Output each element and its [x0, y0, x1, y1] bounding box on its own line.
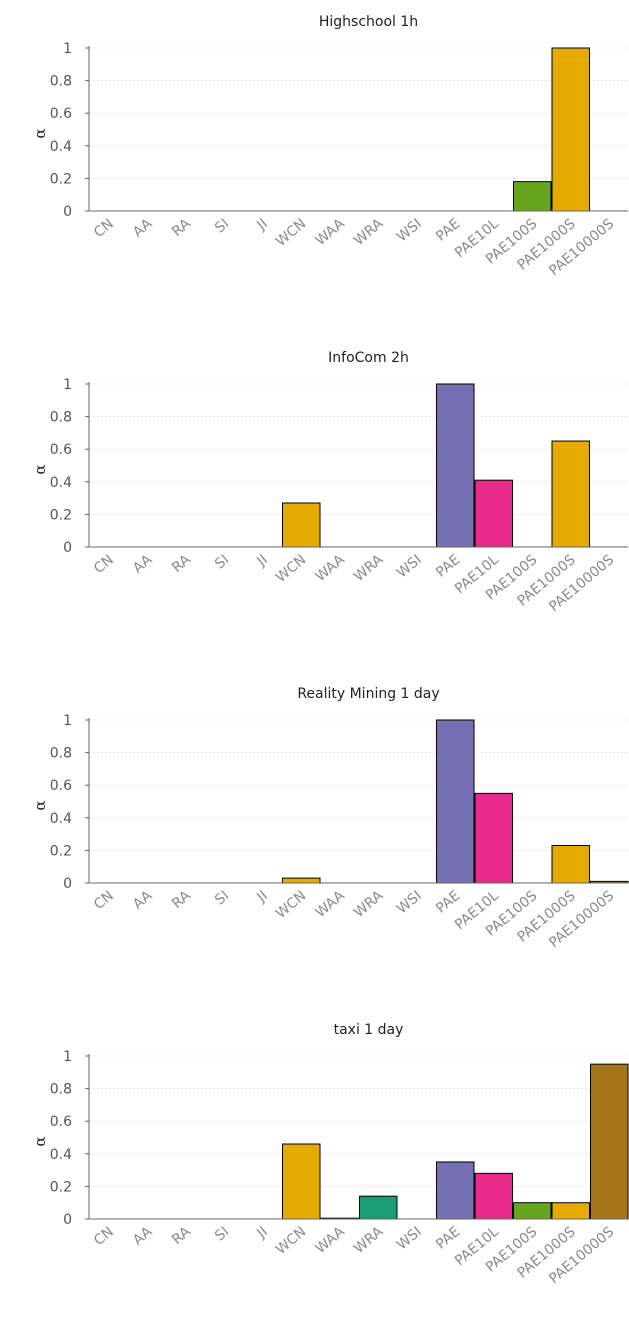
y-tick-label: 0.2	[50, 1179, 72, 1195]
x-tick-label: RA	[169, 552, 194, 577]
bar-pae100s	[513, 181, 552, 212]
y-tick-label: 0.8	[50, 746, 72, 762]
bar-pae100s	[513, 1202, 552, 1220]
x-tick-label: CN	[91, 216, 117, 241]
bar-wcn	[282, 877, 321, 884]
chart-title: Highschool 1h	[319, 14, 418, 30]
y-tick-label: 0	[63, 540, 72, 556]
bar-pae10l	[474, 792, 513, 884]
y-axis-title: α	[31, 464, 49, 474]
bar-pae10l	[474, 479, 513, 548]
x-tick-label: CN	[91, 552, 117, 577]
y-tick-label: 0.4	[50, 139, 72, 155]
x-tick-label: AA	[130, 216, 156, 241]
chart-panel-2: InfoCom 2h α 0 0.2 0.4 0.6 0.8 1 CN AA RA SI JI WCN WA…	[0, 336, 629, 671]
x-tick-label: PAE	[433, 552, 463, 581]
chart-panel-4: taxi 1 day α 0 0.2 0.4 0.6 0.8 1 CN AA RA SI JI WCN WA…	[0, 1008, 629, 1343]
x-tick-label: WCN	[273, 216, 309, 250]
y-tick-label: 0	[63, 204, 72, 220]
bar-pae1000s	[551, 1202, 590, 1220]
x-tick-label: SI	[212, 1224, 232, 1245]
x-tick-label: JI	[253, 1224, 270, 1242]
y-tick-label: 0.6	[50, 1114, 72, 1130]
bar-pae1000s	[551, 47, 590, 212]
bar-pae	[436, 719, 475, 884]
x-tick-label: AA	[130, 1224, 156, 1249]
x-tick-label: WCN	[273, 1224, 309, 1258]
figure: Highschool 1h α 0 0.2 0.4 0.6 0.8 1 CN AA RA SI JI WC…	[0, 0, 629, 1287]
bar-pae	[436, 383, 475, 548]
y-tick-label: 0.6	[50, 778, 72, 794]
bar-pae10l	[474, 1172, 513, 1220]
chart-panel-1: Highschool 1h α 0 0.2 0.4 0.6 0.8 1 CN AA RA SI JI WC…	[0, 0, 629, 335]
x-tick-label: WRA	[351, 552, 387, 585]
chart-title: InfoCom 2h	[328, 350, 409, 366]
y-tick-label: 1	[63, 377, 72, 393]
x-tick-label: JI	[253, 216, 270, 234]
y-tick-label: 0.4	[50, 811, 72, 827]
y-tick-label: 0.8	[50, 1082, 72, 1098]
x-tick-label: PAE	[433, 216, 463, 245]
chart-svg: InfoCom 2h α 0 0.2 0.4 0.6 0.8 1 CN AA RA SI JI WCN WA…	[31, 350, 628, 615]
chart-svg: Reality Mining 1 day α 0 0.2 0.4 0.6 0.8 1 CN AA R…	[31, 686, 629, 951]
x-tick-label: CN	[91, 1224, 117, 1249]
x-tick-label: AA	[130, 888, 156, 913]
x-tick-label: WAA	[313, 552, 349, 585]
y-tick-label: 0.8	[50, 410, 72, 426]
x-tick-label: SI	[212, 552, 232, 573]
x-tick-label: WSI	[394, 1224, 425, 1254]
bar-pae	[436, 1161, 475, 1220]
x-tick-label: JI	[253, 888, 270, 906]
bar-wra	[359, 1195, 398, 1220]
y-tick-label: 0.4	[50, 475, 72, 491]
bar-wcn	[282, 502, 321, 548]
x-tick-label: WRA	[351, 888, 387, 921]
y-tick-label: 0.2	[50, 843, 72, 859]
chart-title: taxi 1 day	[334, 1022, 404, 1038]
y-axis-title: α	[31, 800, 49, 810]
x-tick-label: WSI	[394, 888, 425, 918]
x-tick-label: RA	[169, 888, 194, 913]
x-tick-label: WCN	[273, 888, 309, 922]
x-tick-label: SI	[212, 888, 232, 909]
bar-pae1000s	[551, 440, 590, 548]
chart-title: Reality Mining 1 day	[297, 686, 439, 702]
x-tick-label: JI	[253, 552, 270, 570]
x-tick-label: RA	[169, 1224, 194, 1249]
y-axis-title: α	[31, 128, 49, 138]
x-tick-label: CN	[91, 888, 117, 913]
y-tick-label: 1	[63, 1049, 72, 1065]
x-tick-label: WRA	[351, 216, 387, 249]
x-tick-label: WSI	[394, 552, 425, 582]
x-tick-label: PAE	[433, 1224, 463, 1253]
chart-panel-3: Reality Mining 1 day α 0 0.2 0.4 0.6 0.8 1 CN AA R…	[0, 672, 629, 1007]
y-tick-label: 0.2	[50, 171, 72, 187]
x-tick-label: SI	[212, 216, 232, 237]
x-tick-label: AA	[130, 552, 156, 577]
x-tick-label: WAA	[313, 1224, 349, 1257]
y-axis-title: α	[31, 1136, 49, 1146]
x-tick-label: PAE	[433, 888, 463, 917]
y-tick-label: 1	[63, 41, 72, 57]
bar-pae10000s	[590, 1063, 629, 1220]
x-tick-label: WRA	[351, 1224, 387, 1257]
bar-wcn	[282, 1143, 321, 1220]
x-tick-label: RA	[169, 216, 194, 241]
chart-svg: Highschool 1h α 0 0.2 0.4 0.6 0.8 1 CN AA RA SI JI WC…	[31, 14, 628, 279]
y-tick-label: 0	[63, 1212, 72, 1228]
x-tick-label: WAA	[313, 216, 349, 249]
y-tick-label: 0.2	[50, 507, 72, 523]
y-tick-label: 0.6	[50, 106, 72, 122]
chart-svg: taxi 1 day α 0 0.2 0.4 0.6 0.8 1 CN AA RA SI JI WCN WA…	[31, 1022, 629, 1287]
y-tick-label: 1	[63, 713, 72, 729]
y-tick-label: 0.8	[50, 74, 72, 90]
x-tick-label: WSI	[394, 216, 425, 246]
x-tick-label: WCN	[273, 552, 309, 586]
bar-pae1000s	[551, 845, 590, 884]
x-tick-label: WAA	[313, 888, 349, 921]
y-tick-label: 0.4	[50, 1147, 72, 1163]
y-tick-label: 0.6	[50, 442, 72, 458]
y-tick-label: 0	[63, 876, 72, 892]
